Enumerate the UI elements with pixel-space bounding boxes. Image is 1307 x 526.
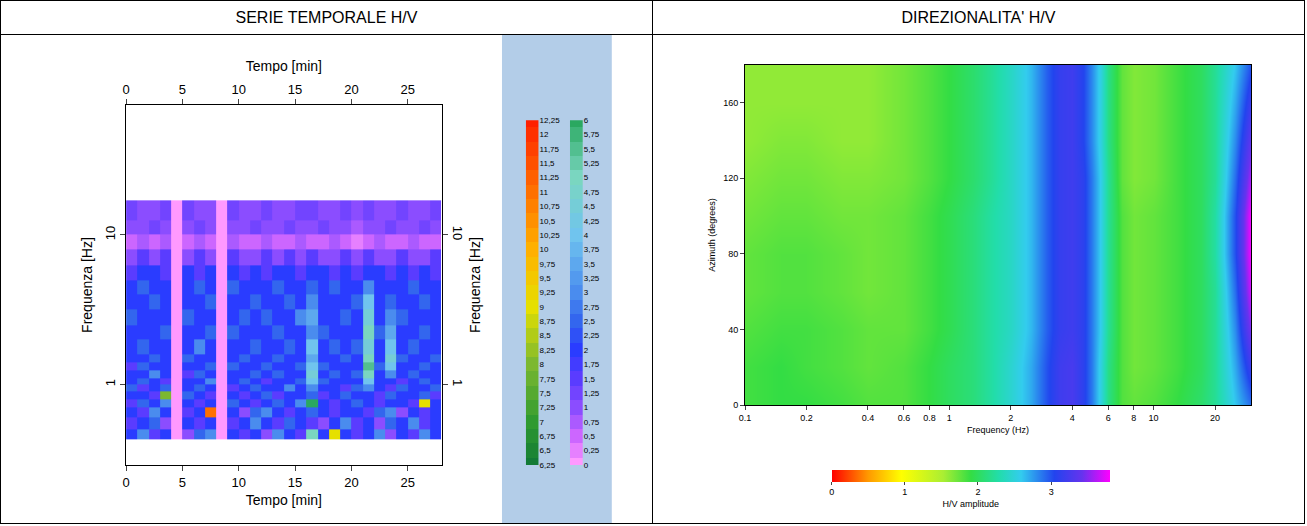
svg-text:8,5: 8,5 — [540, 331, 552, 340]
svg-text:8: 8 — [540, 360, 545, 369]
svg-text:0: 0 — [829, 487, 834, 497]
svg-text:120: 120 — [723, 173, 738, 183]
svg-text:12: 12 — [540, 130, 549, 139]
svg-text:0.1: 0.1 — [739, 413, 752, 423]
svg-text:3,25: 3,25 — [584, 274, 600, 283]
svg-text:2,5: 2,5 — [584, 317, 596, 326]
svg-text:1: 1 — [947, 413, 952, 423]
svg-text:9: 9 — [540, 303, 545, 312]
svg-text:8,25: 8,25 — [540, 346, 556, 355]
svg-text:2: 2 — [1008, 413, 1013, 423]
svg-text:0.2: 0.2 — [800, 413, 813, 423]
svg-text:2: 2 — [584, 346, 589, 355]
svg-text:6: 6 — [584, 116, 589, 125]
svg-text:1: 1 — [584, 403, 589, 412]
svg-text:7,75: 7,75 — [540, 375, 556, 384]
svg-text:20: 20 — [344, 475, 358, 490]
svg-text:15: 15 — [288, 475, 302, 490]
svg-text:7: 7 — [540, 418, 545, 427]
svg-text:5: 5 — [584, 173, 589, 182]
svg-text:3,75: 3,75 — [584, 245, 600, 254]
svg-text:H/V amplitude: H/V amplitude — [942, 499, 999, 509]
svg-text:11,5: 11,5 — [540, 159, 556, 168]
svg-text:2: 2 — [975, 487, 980, 497]
svg-text:4: 4 — [584, 231, 589, 240]
svg-text:10: 10 — [103, 226, 118, 240]
svg-text:9,75: 9,75 — [540, 260, 556, 269]
svg-text:10: 10 — [540, 245, 549, 254]
svg-text:7,25: 7,25 — [540, 403, 556, 412]
svg-text:6,25: 6,25 — [540, 461, 556, 470]
html-text:SERIE TEMPORALE H/V: SERIE TEMPORALE H/V — [235, 8, 418, 26]
svg-text:11: 11 — [540, 188, 549, 197]
svg-text:10: 10 — [1149, 413, 1159, 423]
svg-text:25: 25 — [401, 475, 415, 490]
svg-text:12,25: 12,25 — [540, 116, 561, 125]
svg-text:Azimuth (degrees): Azimuth (degrees) — [707, 198, 717, 272]
svg-text:20: 20 — [344, 82, 358, 97]
svg-text:8,75: 8,75 — [540, 317, 556, 326]
svg-text:8: 8 — [1131, 413, 1136, 423]
svg-text:6: 6 — [1106, 413, 1111, 423]
html-text:DIREZIONALITA' H/V: DIREZIONALITA' H/V — [901, 8, 1056, 26]
svg-text:10,75: 10,75 — [540, 202, 561, 211]
svg-text:0.6: 0.6 — [898, 413, 911, 423]
svg-text:0.4: 0.4 — [862, 413, 875, 423]
svg-text:6,5: 6,5 — [540, 446, 552, 455]
svg-text:2,25: 2,25 — [584, 331, 600, 340]
svg-text:20: 20 — [1210, 413, 1220, 423]
svg-text:2,75: 2,75 — [584, 303, 600, 312]
svg-text:4,25: 4,25 — [584, 217, 600, 226]
svg-text:Frequency (Hz): Frequency (Hz) — [967, 425, 1029, 435]
svg-text:3,5: 3,5 — [584, 260, 596, 269]
svg-text:10,25: 10,25 — [540, 231, 561, 240]
svg-text:80: 80 — [728, 249, 738, 259]
svg-text:6,75: 6,75 — [540, 432, 556, 441]
svg-text:5: 5 — [179, 82, 186, 97]
svg-text:9,5: 9,5 — [540, 274, 552, 283]
svg-text:Frequenza [Hz]: Frequenza [Hz] — [467, 237, 483, 333]
svg-text:10: 10 — [450, 226, 465, 240]
svg-text:5,5: 5,5 — [584, 145, 596, 154]
svg-text:0: 0 — [733, 400, 738, 410]
svg-text:5,25: 5,25 — [584, 159, 600, 168]
svg-text:0,25: 0,25 — [584, 446, 600, 455]
svg-text:15: 15 — [288, 82, 302, 97]
svg-text:0.8: 0.8 — [923, 413, 936, 423]
svg-text:3: 3 — [584, 288, 589, 297]
svg-text:0: 0 — [584, 461, 589, 470]
svg-text:25: 25 — [401, 82, 415, 97]
svg-text:0: 0 — [122, 475, 129, 490]
svg-text:9,25: 9,25 — [540, 288, 556, 297]
svg-text:1: 1 — [450, 379, 465, 386]
svg-text:1: 1 — [902, 487, 907, 497]
svg-text:0,5: 0,5 — [584, 432, 596, 441]
svg-text:4,75: 4,75 — [584, 188, 600, 197]
svg-text:0,75: 0,75 — [584, 418, 600, 427]
svg-text:10: 10 — [232, 475, 246, 490]
svg-text:3: 3 — [1049, 487, 1054, 497]
svg-text:5: 5 — [179, 475, 186, 490]
svg-text:11,25: 11,25 — [540, 173, 560, 182]
svg-text:1,5: 1,5 — [584, 375, 596, 384]
svg-text:5,75: 5,75 — [584, 130, 600, 139]
svg-text:1,75: 1,75 — [584, 360, 600, 369]
svg-text:160: 160 — [723, 98, 738, 108]
svg-text:11,75: 11,75 — [540, 145, 560, 154]
svg-text:40: 40 — [728, 325, 738, 335]
svg-text:1: 1 — [103, 379, 118, 386]
svg-text:0: 0 — [122, 82, 129, 97]
svg-text:1,25: 1,25 — [584, 389, 600, 398]
svg-text:Tempo [min]: Tempo [min] — [246, 58, 322, 74]
svg-text:Tempo [min]: Tempo [min] — [246, 492, 322, 508]
svg-text:4: 4 — [1070, 413, 1075, 423]
svg-text:7,5: 7,5 — [540, 389, 552, 398]
svg-text:10: 10 — [232, 82, 246, 97]
svg-text:Frequenza [Hz]: Frequenza [Hz] — [79, 237, 95, 333]
svg-text:10,5: 10,5 — [540, 217, 556, 226]
svg-text:4,5: 4,5 — [584, 202, 596, 211]
